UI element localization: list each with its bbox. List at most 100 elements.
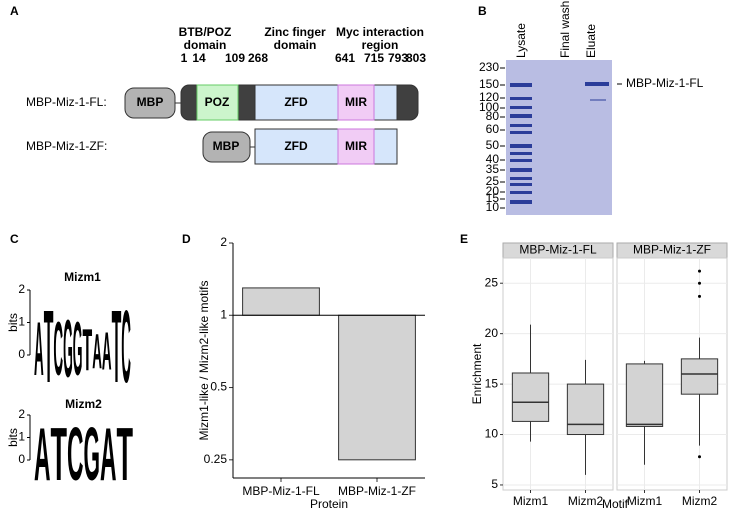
marker-label: 100 <box>479 100 499 114</box>
logo-letter: A <box>102 321 112 382</box>
logo-y-label: bits <box>6 313 20 332</box>
marker-label: 35 <box>486 162 500 176</box>
mir-domain <box>337 128 375 165</box>
outlier <box>698 455 701 459</box>
gel <box>506 60 612 215</box>
y-tick-label: 2 <box>220 235 227 249</box>
logo-letter: A <box>34 413 51 497</box>
mir-domain <box>337 84 375 121</box>
logo-letter: T <box>117 413 134 497</box>
logo-letter: T <box>112 289 122 404</box>
zfd-domain <box>254 84 398 121</box>
y-tick-label: 20 <box>485 326 499 340</box>
band <box>585 82 609 86</box>
construct-name: MBP-Miz-1-ZF: <box>26 139 107 153</box>
logo-letter: C <box>121 289 131 404</box>
logo-tick-label: 1 <box>18 315 25 329</box>
band <box>510 97 532 100</box>
panel-label: D <box>182 232 191 246</box>
residue-number: 803 <box>406 51 426 65</box>
lane-label: Lysate <box>514 23 528 58</box>
residue-number: 715 <box>364 51 384 65</box>
marker-label: 80 <box>486 109 500 123</box>
residue-number: 641 <box>335 51 355 65</box>
y-tick-label: 10 <box>485 427 499 441</box>
marker-label: 20 <box>486 184 500 198</box>
outlier <box>698 281 701 285</box>
domain-header: domain <box>274 38 317 52</box>
x-tick-label: MBP-Miz-1-FL <box>242 484 320 498</box>
y-tick-label: 0.25 <box>204 452 228 466</box>
x-axis-title: Protein <box>310 497 348 511</box>
lane-label: Final wash <box>558 1 572 58</box>
band <box>510 114 532 118</box>
domain-label: MIR <box>345 139 367 153</box>
lane-label: Eluate <box>584 24 598 58</box>
band <box>510 106 532 109</box>
residue-number: 14 <box>192 51 206 65</box>
band <box>510 191 532 194</box>
marker-label: 15 <box>486 191 500 205</box>
marker-label: 230 <box>479 60 499 74</box>
domain-header: domain <box>184 38 227 52</box>
band <box>510 144 532 148</box>
x-tick-label: Mizm2 <box>682 494 718 508</box>
residue-number: 268 <box>248 51 268 65</box>
band-label: MBP-Miz-1-FL <box>626 76 704 90</box>
logo-tick-label: 2 <box>18 282 25 296</box>
construct-name: MBP-Miz-1-FL: <box>26 95 107 109</box>
logo-letter: T <box>51 413 68 497</box>
y-tick-label: 15 <box>485 376 499 390</box>
marker-label: 120 <box>479 90 499 104</box>
marker-label: 50 <box>486 138 500 152</box>
strip-label: MBP-Miz-1-FL <box>519 243 597 257</box>
logo-letter: G <box>63 304 73 395</box>
zf-construct <box>202 128 398 165</box>
residue-number: 793 <box>388 51 408 65</box>
outlier <box>698 269 701 273</box>
zfd-domain <box>254 128 398 165</box>
logo-letter: T <box>83 318 93 385</box>
logo-tick-label: 0 <box>18 347 25 361</box>
logo-title: Mizm1 <box>64 270 101 284</box>
y-tick-label: 25 <box>485 275 499 289</box>
x-tick-label: Mizm1 <box>513 494 549 508</box>
band <box>510 124 532 127</box>
domain-label: ZFD <box>284 95 308 109</box>
x-axis-title: Motif <box>602 497 629 511</box>
marker-label: 150 <box>479 77 499 91</box>
domain-label: MBP <box>213 139 240 153</box>
panel-label: A <box>10 4 19 18</box>
domain-header: Zinc finger <box>264 25 326 39</box>
logo-y-label: bits <box>6 428 20 447</box>
logo-tick-label: 2 <box>18 407 25 421</box>
logo-tick-label: 1 <box>18 430 25 444</box>
band <box>590 99 606 101</box>
y-tick-label: 5 <box>491 477 498 491</box>
panel-label: E <box>460 232 468 246</box>
fl-construct <box>124 84 419 121</box>
domain-label: ZFD <box>284 139 308 153</box>
logo-letter: G <box>84 413 101 497</box>
domain-label: MBP <box>137 95 164 109</box>
poz-domain <box>196 84 239 121</box>
band <box>510 152 532 155</box>
x-tick-label: MBP-Miz-1-ZF <box>338 484 416 498</box>
logo-letter: A <box>34 307 44 392</box>
band <box>510 168 532 172</box>
band <box>510 200 532 204</box>
band <box>510 159 532 162</box>
band <box>510 183 532 186</box>
x-tick-label: Mizm2 <box>568 494 604 508</box>
domain-label: POZ <box>205 95 230 109</box>
domain-label: MIR <box>345 95 367 109</box>
y-tick-label: 0.5 <box>210 380 227 394</box>
y-axis-title: Enrichment <box>470 343 484 404</box>
band <box>510 131 532 134</box>
logo-letter: G <box>73 307 83 392</box>
logo-letter: A <box>92 324 102 379</box>
domain-header: BTB/POZ <box>179 25 232 39</box>
bar <box>338 314 416 461</box>
